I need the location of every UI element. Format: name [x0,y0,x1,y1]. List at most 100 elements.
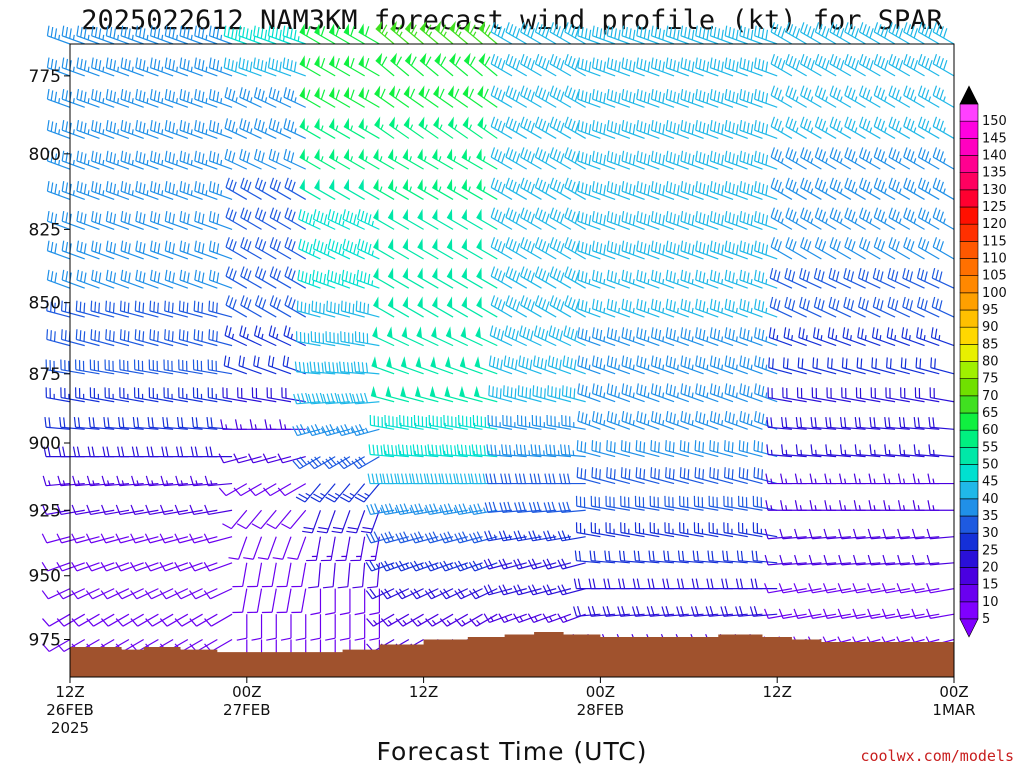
wind-barb [839,417,866,430]
wind-barb [542,584,572,596]
wind-barb [577,57,601,77]
wind-barb [564,22,586,45]
wind-barb [785,85,807,108]
wind-barb [887,267,911,289]
wind-barb [591,240,616,260]
wind-barb [695,383,719,403]
colorbar-box [959,481,979,500]
wind-barb [469,613,498,627]
wind-barb [149,120,174,140]
wind-barb [463,20,483,45]
wind-barb [724,57,748,77]
wind-barb [887,296,911,318]
wind-barb [844,54,866,77]
wind-barb [829,147,852,170]
wind-barb [189,475,218,487]
wind-barb [239,148,262,170]
colorbar-box [959,412,979,431]
wind-barb [46,240,71,260]
wind-barb [754,181,778,201]
wind-barb [814,85,837,108]
wind-barb [888,116,911,139]
wind-barb [46,120,71,140]
wind-barb [314,23,336,45]
wind-barb [163,387,188,403]
y-tick-label: 825 [29,220,61,240]
wind-barb [542,613,572,623]
wind-barb [299,117,321,139]
wind-barb [785,237,807,260]
wind-barb [844,207,866,230]
wind-barb [402,267,424,289]
wind-barb [472,414,498,430]
wind-barb [709,410,734,430]
wind-barb [549,266,572,289]
wind-barb [299,55,321,77]
wind-barb [636,210,660,230]
wind-barb [883,500,910,511]
wind-barb [739,298,763,318]
wind-barb [505,207,528,230]
wind-barb [632,578,660,590]
wind-barb [873,237,896,260]
wind-barb [913,444,940,458]
wind-barb [433,116,454,139]
wind-barb [606,298,631,318]
wind-barb [665,150,690,170]
wind-barb [591,355,616,375]
wind-barb [73,417,100,430]
wind-barb [769,296,793,318]
wind-barb [855,387,881,403]
wind-barb [679,440,704,458]
wind-barb [299,23,321,45]
wind-barb [104,387,130,403]
wind-barb [75,329,100,347]
wind-barb [528,501,557,513]
wind-barb [783,327,807,347]
wind-barb [868,473,896,485]
colorbar-box [959,241,979,259]
wind-barb [577,210,601,230]
wind-barb [648,550,675,564]
wind-barb [779,554,807,566]
wind-barb [852,608,881,619]
wind-barb [299,86,321,108]
wind-barb [284,177,307,200]
wind-barb [102,446,129,458]
wind-barb [477,116,498,139]
wind-barb [930,357,955,375]
colorbar-label: 130 [982,183,1007,198]
wind-barb [460,326,483,347]
wind-barb [366,613,395,627]
wind-barb [753,467,778,485]
wind-barb [208,57,233,77]
wind-barb [133,387,159,403]
wind-barb [251,387,277,403]
wind-barb [224,118,248,139]
wind-barb [306,424,336,437]
wind-barb [194,120,218,140]
wind-barb [390,52,410,77]
x-tick-label: 26FEB [46,701,93,719]
wind-barb [520,85,542,108]
colorbar-arrow-top [959,85,979,105]
wind-barb [498,530,527,542]
wind-barb [434,52,454,77]
wind-barb [249,419,277,430]
wind-barb [194,25,218,45]
wind-barb [705,605,734,617]
wind-barb [380,531,410,544]
wind-barb [321,424,351,437]
wind-barb [709,240,734,260]
wind-barb [401,326,424,347]
wind-barb [365,560,395,572]
wind-barb [770,177,793,200]
wind-barb [549,85,572,108]
wind-barb [650,355,675,375]
wind-barb [446,208,469,230]
wind-barb [561,414,586,430]
wind-barb [499,501,527,513]
wind-barb [664,495,689,511]
wind-barb [266,614,277,641]
wind-barb [754,383,778,403]
